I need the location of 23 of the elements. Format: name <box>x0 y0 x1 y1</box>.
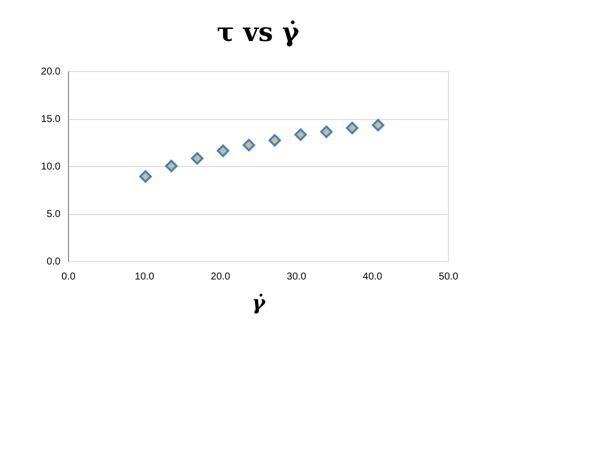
x-tick-label: 40.0 <box>362 272 383 282</box>
point <box>372 118 384 132</box>
chart-title: τ vs γ̇ <box>216 18 300 48</box>
y-tick-label: 10.0 <box>41 162 61 172</box>
x-tick-label: 0.0 <box>62 272 76 282</box>
point <box>268 134 281 147</box>
x-tick-label: 50.0 <box>438 272 459 282</box>
point <box>242 138 256 152</box>
point <box>139 170 152 183</box>
point <box>346 122 358 134</box>
x-tick-label: 20.0 <box>210 272 231 282</box>
x-tick-label: 10.0 <box>134 272 155 282</box>
y-tick-label: 5.0 <box>46 209 61 220</box>
x-tick-label: 30.0 <box>286 272 307 282</box>
point <box>320 126 333 138</box>
point <box>165 160 178 172</box>
y-tick-label: 15.0 <box>41 114 61 125</box>
x-axis-title: γ̇ <box>252 290 266 314</box>
point <box>190 152 204 165</box>
y-tick-label: 0.0 <box>46 256 61 268</box>
point <box>294 128 307 141</box>
point <box>216 144 230 158</box>
y-tick-label: 20.0 <box>41 66 61 78</box>
